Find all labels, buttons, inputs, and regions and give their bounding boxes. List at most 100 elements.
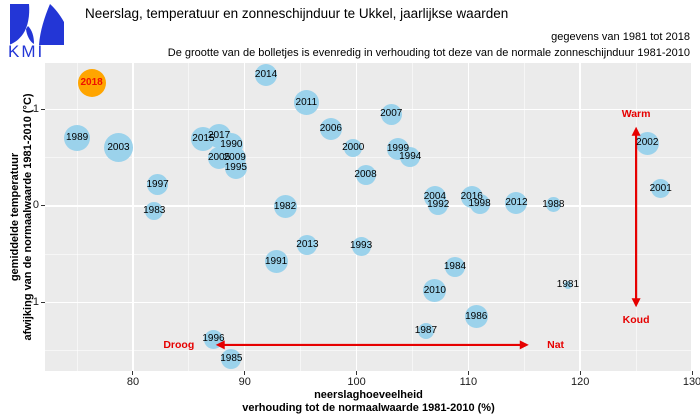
bubble-size-note: De grootte van de bolletjes is evenredig… (167, 47, 690, 59)
y-major-gridline (45, 301, 692, 304)
data-bubble-label-1985: 1985 (220, 353, 243, 365)
data-bubble-2009 (223, 146, 246, 169)
y-minor-gridline (45, 253, 692, 255)
data-bubble-label-1999: 1999 (386, 142, 410, 154)
x-major-gridline (467, 63, 470, 371)
kmi-logo-text: KMI (8, 42, 45, 61)
koud-label: Koud (622, 313, 650, 326)
data-bubble-label-1992: 1992 (427, 198, 450, 210)
data-bubble-2014 (255, 63, 278, 86)
x-tick-label-90: 90 (238, 376, 251, 388)
data-bubble-label-2001: 2001 (649, 182, 672, 194)
x-tick-mark-120 (579, 371, 581, 375)
data-bubble-2013 (297, 235, 318, 256)
x-tick-label-130: 130 (682, 376, 700, 388)
warm-arrowhead-icon (631, 126, 641, 136)
data-bubble-1988 (545, 197, 561, 213)
data-bubble-label-2006: 2006 (319, 122, 342, 134)
data-bubble-label-2000: 2000 (342, 141, 365, 153)
data-bubble-label-1995: 1995 (224, 162, 247, 174)
kmi-logo: KMI (8, 4, 66, 61)
data-bubble-label-2012: 2012 (505, 197, 528, 208)
x-tick-label-80: 80 (126, 376, 140, 388)
x-tick-label-120: 120 (571, 376, 590, 388)
data-bubble-2007 (380, 103, 402, 125)
data-bubble-label-2014: 2014 (254, 68, 278, 80)
data-bubble-label-1988: 1988 (542, 198, 565, 210)
data-bubble-2012 (505, 192, 528, 214)
chart-title: Neerslag, temperatuur en zonneschijnduur… (85, 6, 509, 21)
y-minor-gridline (45, 350, 692, 352)
data-bubble-label-2004: 2004 (423, 191, 446, 203)
x-tick-label-100: 100 (347, 376, 366, 388)
x-major-gridline (132, 63, 134, 371)
droog-label: Droog (163, 338, 195, 351)
data-bubble-1982 (273, 195, 297, 219)
data-bubble-label-2015: 2015 (192, 133, 215, 145)
data-bubble-1986 (464, 305, 488, 329)
data-bubble-1989 (64, 125, 91, 152)
y-tick-mark--1 (41, 301, 45, 303)
data-bubble-2017 (207, 124, 232, 149)
data-bubble-1987 (417, 323, 434, 340)
x-tick-mark-80 (132, 371, 134, 375)
y-tick-mark-0 (41, 205, 45, 207)
data-bubble-label-1998: 1998 (468, 197, 491, 209)
data-bubble-label-2007: 2007 (380, 108, 403, 120)
data-bubble-label-1990: 1990 (220, 139, 243, 151)
x-tick-mark-110 (467, 371, 469, 375)
data-bubble-2018 (77, 69, 106, 98)
y-tick-label-1: 1 (32, 102, 39, 115)
x-minor-gridline (76, 63, 78, 371)
y-major-gridline (45, 108, 692, 111)
data-bubble-label-1983: 1983 (143, 204, 166, 216)
data-bubble-label-2008: 2008 (354, 169, 377, 180)
data-bubble-1999 (386, 137, 409, 160)
data-bubble-2010 (423, 279, 447, 303)
x-axis-title-line1: neerslaghoeveelheid (314, 389, 423, 401)
data-bubble-1983 (145, 201, 164, 220)
data-bubble-2000 (344, 138, 363, 157)
x-tick-label-110: 110 (459, 376, 478, 388)
y-tick-label-0: 0 (32, 199, 39, 212)
y-axis-title-line1: gemiddelde temperatuur (9, 152, 21, 282)
x-tick-mark-130 (691, 371, 693, 375)
data-bubble-label-1984: 1984 (443, 260, 467, 272)
warm-label: Warm (621, 108, 651, 121)
x-major-gridline (355, 63, 358, 371)
x-tick-mark-100 (356, 371, 358, 375)
data-bubble-label-1993: 1993 (349, 240, 373, 252)
x-axis-title-line2: verhouding tot de normaalwaarde 1981-201… (242, 401, 495, 414)
data-bubble-label-1981: 1981 (556, 279, 580, 291)
data-bubble-2011 (293, 90, 319, 116)
data-bubble-label-2003: 2003 (107, 141, 130, 153)
data-bubble-label-1982: 1982 (273, 200, 297, 212)
data-bubble-label-2011: 2011 (295, 96, 318, 108)
y-tick-label--1: -1 (29, 295, 39, 308)
data-bubble-1981 (563, 281, 572, 290)
data-bubble-label-2005: 2005 (207, 151, 231, 163)
wet-arrowhead-icon (519, 340, 529, 350)
data-bubble-2006 (319, 117, 342, 140)
data-bubble-2008 (355, 165, 376, 185)
x-minor-gridline (300, 63, 302, 371)
data-bubble-label-2018: 2018 (80, 77, 103, 89)
x-minor-gridline (523, 63, 525, 371)
x-major-gridline (244, 63, 246, 371)
plot-panel: 1981 1982 1983 1984 1985 1986 1987 1988 1989 1990… (45, 63, 692, 371)
data-bubble-1985 (221, 349, 242, 370)
data-bubble-label-1991: 1991 (264, 255, 288, 267)
data-bubble-label-1987: 1987 (414, 325, 438, 337)
annotation-arrows (215, 126, 641, 350)
cold-arrowhead-icon (631, 298, 641, 308)
data-bubble-label-2009: 2009 (223, 151, 246, 163)
y-tick-mark-1 (41, 108, 45, 110)
data-bubble-label-1989: 1989 (65, 132, 89, 144)
data-bubble-1991 (264, 250, 288, 274)
data-bubble-2003 (103, 133, 133, 163)
data-bubble-2004 (423, 186, 446, 209)
y-minor-gridline (45, 157, 692, 159)
x-tick-mark-90 (244, 371, 246, 375)
y-major-gridline (45, 205, 692, 207)
data-bubble-label-1997: 1997 (146, 178, 169, 190)
